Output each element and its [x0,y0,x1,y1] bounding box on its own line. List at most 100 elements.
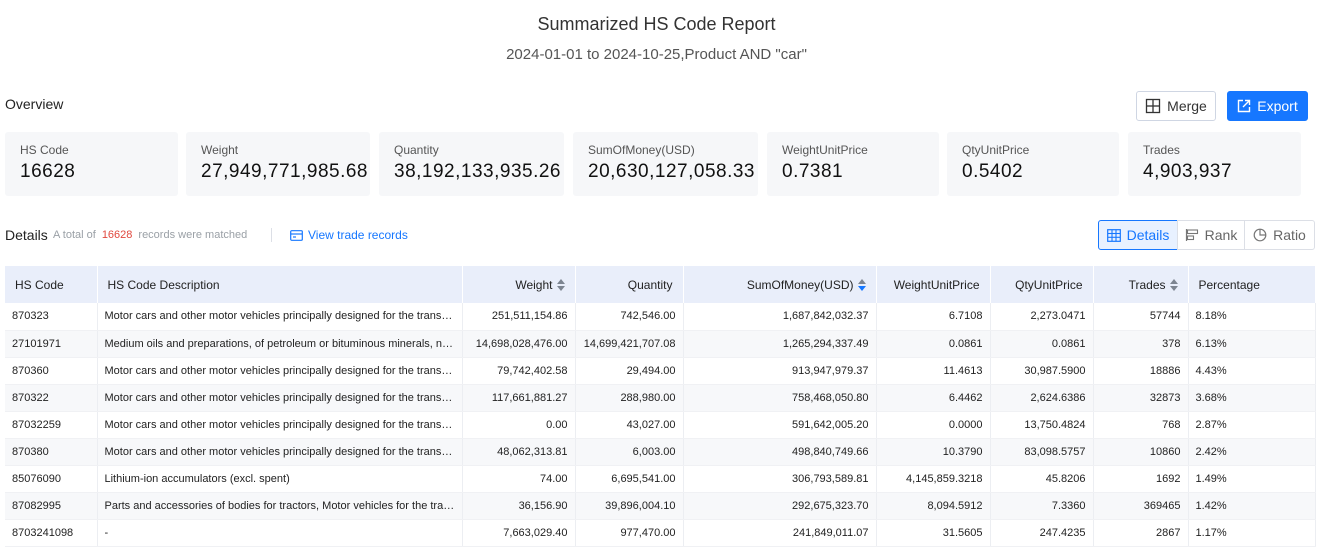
table-header-row: HS Code HS Code Description Weight Quant… [5,266,1316,303]
column-header-trades[interactable]: Trades [1093,266,1189,303]
cell-percentage: 1.49% [1188,465,1316,493]
cell-hs-code: 27101971 [5,330,98,358]
cell-description: - [97,519,463,547]
table-icon [1106,228,1121,242]
cell-sum-of-money: 913,947,979.37 [683,357,877,385]
sort-icon[interactable] [857,279,866,292]
cell-weight: 74.00 [462,465,576,493]
cell-qty-unit-price: 13,750.4824 [990,411,1094,439]
divider [271,228,272,242]
cell-quantity: 977,470.00 [575,519,684,547]
cell-percentage: 2.87% [1188,411,1316,439]
cell-qty-unit-price: 2,624.6386 [990,384,1094,412]
cell-hs-code: 87082995 [5,492,98,520]
merge-button[interactable]: Merge [1136,91,1216,121]
table-row[interactable]: 27101971 Medium oils and preparations, of… [5,330,1316,358]
cell-quantity: 6,003.00 [575,438,684,466]
column-header-weight[interactable]: Weight [462,266,576,303]
hs-code-table: HS Code HS Code Description Weight Quant… [5,266,1316,547]
meta-prefix: A total of [53,229,96,241]
cell-weight: 36,156.90 [462,492,576,520]
merge-label: Merge [1167,98,1207,114]
card-icon [290,229,303,241]
cell-qty-unit-price: 83,098.5757 [990,438,1094,466]
cell-trades: 32873 [1093,384,1189,412]
overview-heading: Overview [5,96,64,112]
cell-weight-unit-price: 10.3790 [876,438,991,466]
cell-hs-code: 87032259 [5,411,98,439]
cell-trades: 1692 [1093,465,1189,493]
cell-percentage: 1.17% [1188,519,1316,547]
cell-trades: 369465 [1093,492,1189,520]
bar-rank-icon [1185,229,1198,241]
card-value: 0.7381 [782,161,844,182]
cell-trades: 10860 [1093,438,1189,466]
cell-quantity: 43,027.00 [575,411,684,439]
sort-icon[interactable] [556,279,565,292]
report-title: Summarized HS Code Report [537,14,776,34]
sort-icon[interactable] [1169,279,1178,292]
report-subtitle: 2024-01-01 to 2024-10-25,Product AND "ca… [506,46,807,63]
cell-hs-code: 870322 [5,384,98,412]
column-header-sum-of-money[interactable]: SumOfMoney(USD) [683,266,877,303]
cell-weight: 79,742,402.58 [462,357,576,385]
card-weight-unit-price: WeightUnitPrice 0.7381 [767,132,939,196]
cell-sum-of-money: 292,675,323.70 [683,492,877,520]
export-icon [1238,99,1251,113]
card-value: 4,903,937 [1143,161,1233,182]
tab-details[interactable]: Details [1098,220,1178,250]
cell-qty-unit-price: 30,987.5900 [990,357,1094,385]
cell-percentage: 4.43% [1188,357,1316,385]
cell-percentage: 6.13% [1188,330,1316,358]
column-header-hs-code: HS Code [5,266,98,303]
cell-qty-unit-price: 7.3360 [990,492,1094,520]
column-header-description: HS Code Description [97,266,463,303]
cell-percentage: 8.18% [1188,303,1316,331]
card-weight: Weight 27,949,771,985.68 [186,132,370,196]
meta-suffix: records were matched [138,229,248,241]
cell-quantity: 39,896,004.10 [575,492,684,520]
cell-sum-of-money: 758,468,050.80 [683,384,877,412]
table-row[interactable]: 87082995 Parts and accessories of bodies … [5,492,1316,520]
card-value: 20,630,127,058.33 [588,161,755,182]
table-row[interactable]: 870323 Motor cars and other motor vehicle… [5,303,1316,331]
cell-sum-of-money: 241,849,011.07 [683,519,877,547]
tab-rank[interactable]: Rank [1177,220,1245,250]
cell-description: Lithium-ion accumulators (excl. spent) [97,465,463,493]
card-sum-of-money: SumOfMoney(USD) 20,630,127,058.33 [573,132,758,196]
cell-weight: 251,511,154.86 [462,303,576,331]
tab-ratio-label: Ratio [1273,227,1306,243]
cell-description: Motor cars and other motor vehicles prin… [97,411,463,439]
card-trades: Trades 4,903,937 [1128,132,1301,196]
card-qty-unit-price: QtyUnitPrice 0.5402 [947,132,1119,196]
table-row[interactable]: 8703241098-7,663,029.40 977,470.00 241,849… [5,519,1316,547]
cell-sum-of-money: 1,687,842,032.37 [683,303,877,331]
table-row[interactable]: 87032259 Motor cars and other motor vehic… [5,411,1316,439]
cell-weight-unit-price: 0.0861 [876,330,991,358]
cell-trades: 378 [1093,330,1189,358]
card-label: SumOfMoney(USD) [588,143,695,157]
table-row[interactable]: 870322 Motor cars and other motor vehicle… [5,384,1316,412]
cell-quantity: 288,980.00 [575,384,684,412]
cell-sum-of-money: 1,265,294,337.49 [683,330,877,358]
table-row[interactable]: 870380 Motor cars and other motor vehicle… [5,438,1316,466]
card-label: WeightUnitPrice [782,143,868,157]
cell-description: Motor cars and other motor vehicles prin… [97,357,463,385]
cell-quantity: 6,695,541.00 [575,465,684,493]
card-hs-code: HS Code 16628 [5,132,178,196]
cell-weight-unit-price: 31.5605 [876,519,991,547]
tab-ratio[interactable]: Ratio [1244,220,1315,250]
cell-qty-unit-price: 2,273.0471 [990,303,1094,331]
view-trade-records-link[interactable]: View trade records [290,228,408,242]
card-label: Trades [1143,143,1180,157]
tab-rank-label: Rank [1204,227,1238,243]
table-row[interactable]: 870360 Motor cars and other motor vehicle… [5,357,1316,385]
cell-quantity: 14,699,421,707.08 [575,330,684,358]
table-row[interactable]: 85076090 Lithium-ion accumulators (excl. … [5,465,1316,493]
cell-weight-unit-price: 6.4462 [876,384,991,412]
cell-trades: 2867 [1093,519,1189,547]
export-button[interactable]: Export [1227,91,1308,121]
cell-qty-unit-price: 45.8206 [990,465,1094,493]
cell-weight: 7,663,029.40 [462,519,576,547]
pie-icon [1253,228,1267,242]
